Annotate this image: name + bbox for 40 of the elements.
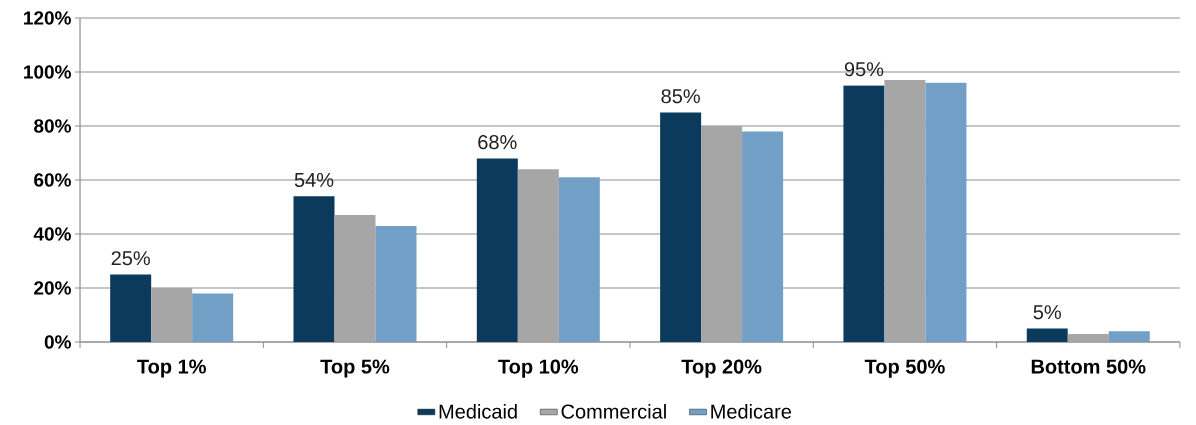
data-label: 5%: [1033, 305, 1061, 320]
data-label: 25%: [111, 251, 150, 266]
y-tick-label: 100%: [24, 65, 71, 79]
legend-label: Medicaid: [439, 403, 517, 419]
bar: [476, 158, 518, 342]
y-tick-label: 0%: [44, 335, 71, 349]
bar: [1067, 333, 1109, 342]
bar: [742, 131, 784, 342]
x-tick-label: Top 10%: [498, 359, 579, 378]
bar: [1026, 328, 1068, 342]
bar: [925, 82, 967, 342]
bar: [843, 85, 885, 342]
data-label: 95%: [844, 62, 884, 77]
bar: [334, 215, 376, 342]
y-tick-label: 80%: [34, 119, 71, 133]
data-label: 85%: [661, 89, 700, 104]
y-tick-label: 20%: [34, 281, 71, 295]
x-tick-label: Top 50%: [864, 359, 945, 378]
x-tick-label: Top 5%: [320, 359, 390, 378]
legend-label: Commercial: [561, 403, 666, 419]
x-tick-label: Top 20%: [681, 359, 762, 378]
y-tick-label: 120%: [24, 11, 71, 25]
y-tick-label: 60%: [34, 173, 71, 187]
bar: [701, 125, 743, 342]
legend-label: Medicare: [711, 403, 792, 419]
bar: [293, 196, 335, 342]
data-label: 68%: [478, 135, 517, 150]
bar: [660, 112, 702, 342]
data-label: 54%: [294, 172, 334, 187]
y-tick-label: 40%: [33, 227, 71, 241]
bar: [110, 274, 152, 342]
bar: [884, 80, 926, 342]
bar: [558, 177, 600, 342]
x-tick-label: Top 1%: [137, 359, 206, 378]
bar: [151, 287, 193, 342]
x-tick-label: Bottom 50%: [1031, 359, 1146, 374]
bar: [517, 169, 559, 342]
bar: [192, 293, 234, 342]
bar: [1108, 331, 1150, 342]
bar: [375, 225, 417, 342]
